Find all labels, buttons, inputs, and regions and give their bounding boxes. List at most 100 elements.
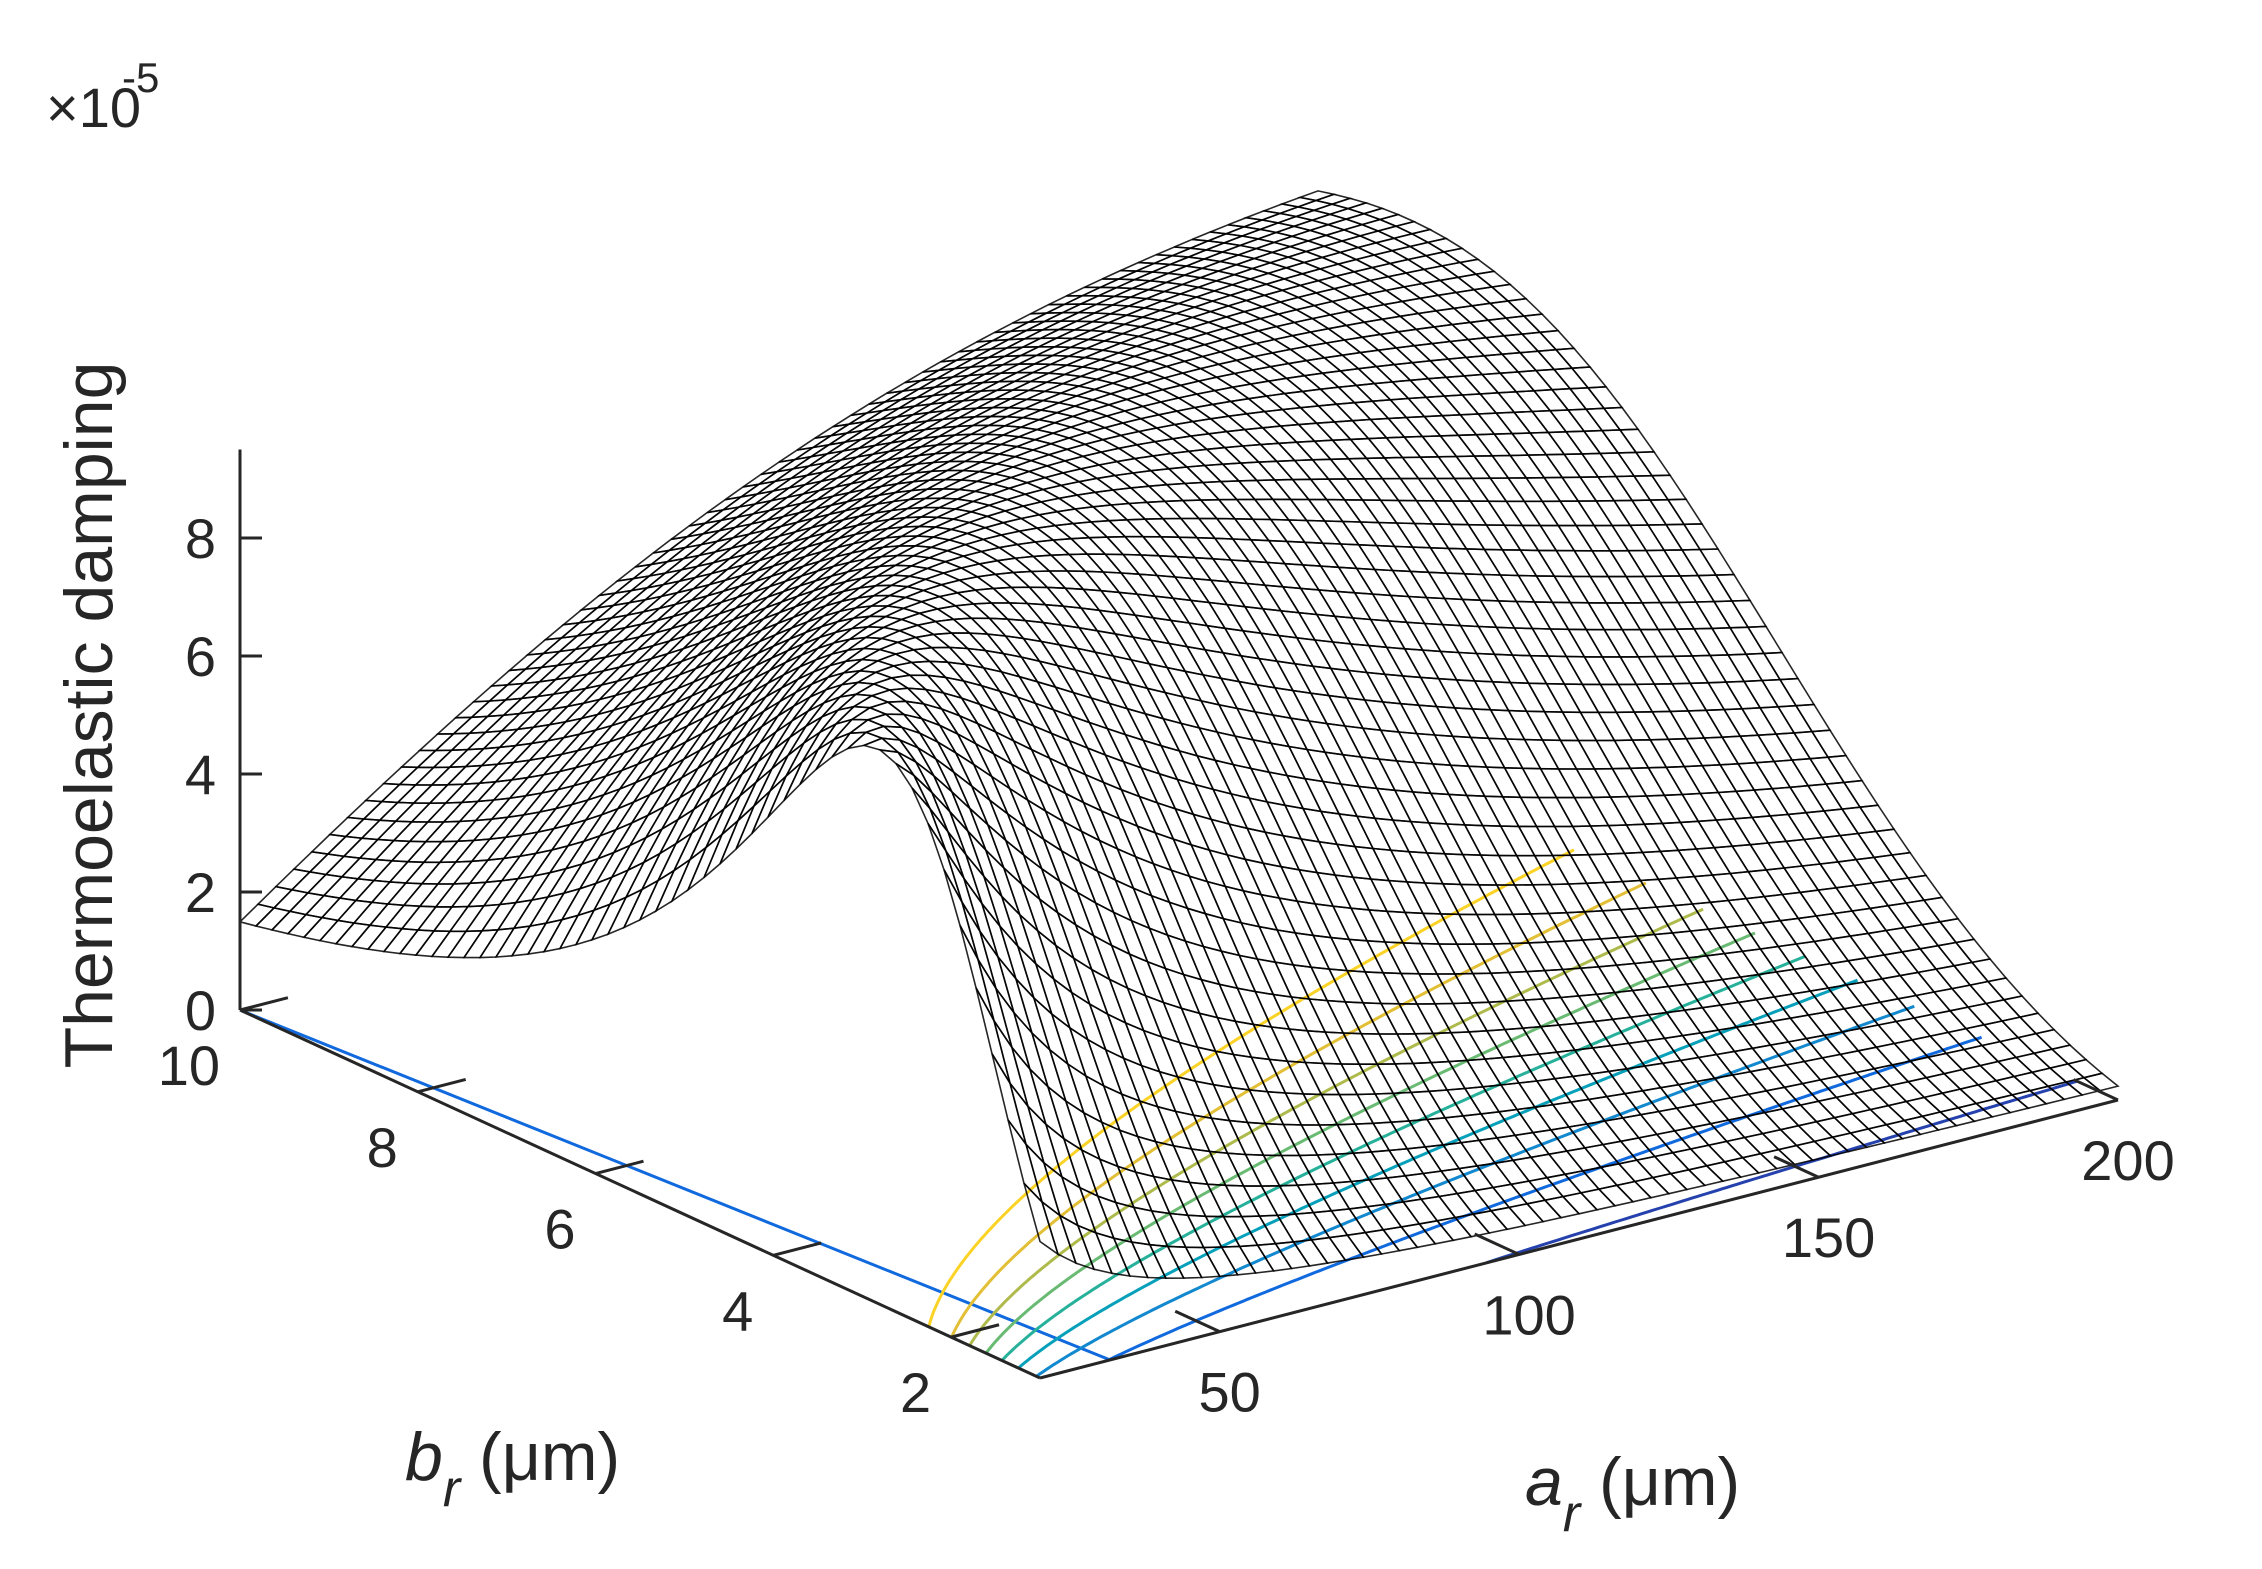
surface-cell	[581, 807, 620, 843]
surface-cell	[1260, 1184, 1297, 1217]
surface-cell	[1760, 678, 1798, 708]
surface-cell	[1389, 849, 1427, 884]
surface-cell	[718, 513, 754, 532]
surface-cell	[1247, 272, 1287, 286]
surface-cell	[1092, 382, 1132, 395]
surface-cell	[1490, 454, 1528, 479]
surface-cell	[1538, 524, 1576, 552]
surface-cell	[1434, 477, 1472, 502]
surface-cell	[951, 791, 987, 851]
surface-cell	[708, 564, 744, 586]
surface-cell	[1664, 523, 1702, 551]
surface-cell	[1397, 1002, 1435, 1035]
surface-cell	[1790, 757, 1828, 787]
surface-cell	[1666, 737, 1704, 768]
surface-cell	[1753, 1020, 1790, 1046]
surface-cell	[1132, 349, 1172, 362]
surface-cell	[1365, 671, 1403, 705]
surface-cell	[1333, 615, 1371, 647]
surface-cell	[1103, 553, 1141, 576]
surface-cell	[702, 596, 738, 620]
surface-cell	[1629, 766, 1666, 797]
surface-cell	[616, 644, 657, 669]
surface-cell	[1672, 655, 1710, 685]
surface-cell	[1482, 353, 1520, 375]
surface-cell	[1182, 973, 1219, 1019]
y-tick-mark	[417, 1077, 467, 1094]
surface-cell	[1711, 872, 1748, 902]
surface-cell	[1920, 920, 1958, 947]
surface-cell	[1508, 454, 1546, 479]
surface-cell	[633, 748, 673, 785]
surface-cell	[1289, 229, 1329, 242]
surface-cell	[1615, 711, 1652, 741]
surface-cell	[1339, 235, 1379, 249]
surface-cell	[1285, 250, 1325, 264]
surface-cell	[1389, 594, 1427, 625]
surface-cell	[1126, 382, 1166, 396]
surface-cell	[1396, 328, 1435, 347]
surface-cell	[1472, 454, 1510, 480]
surface-cell	[830, 488, 866, 507]
surface-cell	[1013, 555, 1052, 573]
contour-line	[984, 931, 1756, 1355]
surface-cell	[1588, 575, 1626, 604]
surface-cell	[1215, 517, 1253, 541]
surface-cell	[1289, 498, 1327, 522]
surface-cell	[1227, 288, 1268, 302]
z-exponent-power: -5	[122, 54, 159, 101]
surface-cell	[1217, 498, 1255, 521]
surface-cell	[710, 553, 746, 575]
surface-cell	[1151, 332, 1192, 346]
surface-cell	[1496, 390, 1534, 414]
surface-cell	[809, 590, 845, 612]
surface-cell	[642, 591, 678, 613]
surface-cell	[1489, 708, 1526, 741]
surface-cell	[1064, 443, 1104, 458]
surface-cell	[352, 901, 390, 927]
surface-cell	[1551, 1101, 1589, 1128]
surface-cell	[1719, 1001, 1756, 1029]
surface-cell	[1616, 451, 1654, 477]
surface-cell	[1393, 545, 1431, 574]
surface-cell	[1361, 207, 1401, 221]
surface-cell	[1545, 682, 1582, 714]
surface-cell	[1241, 305, 1281, 320]
surface-cell	[1506, 477, 1544, 503]
surface-cell	[728, 539, 764, 560]
surface-cell	[404, 861, 442, 885]
surface-cell	[1514, 389, 1552, 413]
surface-cell	[670, 606, 706, 630]
surface-cell	[1504, 500, 1542, 527]
surface-cell	[1466, 336, 1504, 357]
surface-cell	[1513, 883, 1551, 915]
surface-cell	[829, 567, 864, 587]
surface-cell	[1074, 320, 1109, 332]
surface-cell	[1067, 553, 1106, 573]
x-axis-title-unit: (μm)	[1580, 1444, 1740, 1520]
surface-cell	[1482, 548, 1520, 577]
surface-cell	[1611, 1016, 1649, 1045]
surface-cell	[1557, 768, 1594, 799]
surface-cell	[423, 820, 462, 843]
surface-cell	[1552, 575, 1590, 604]
surface-cell	[772, 474, 808, 492]
surface-cell	[1431, 523, 1469, 550]
surface-cell	[1423, 1144, 1461, 1172]
surface-cell	[1720, 735, 1758, 765]
surface-cell	[1186, 448, 1225, 467]
surface-cell	[641, 817, 680, 865]
surface-cell	[1808, 756, 1846, 785]
surface-cell	[966, 442, 1002, 454]
surface-cell	[816, 552, 852, 572]
surface-cell	[1168, 450, 1207, 468]
surface-cell	[1520, 524, 1558, 552]
surface-cell	[1012, 449, 1052, 462]
surface-cell	[1147, 483, 1185, 503]
surface-cell	[1175, 778, 1213, 821]
surface-cell	[1267, 539, 1305, 566]
surface-cell	[468, 857, 506, 885]
surface-cell	[402, 882, 440, 908]
surface-cell	[1299, 268, 1339, 282]
surface-cell	[1584, 407, 1622, 432]
